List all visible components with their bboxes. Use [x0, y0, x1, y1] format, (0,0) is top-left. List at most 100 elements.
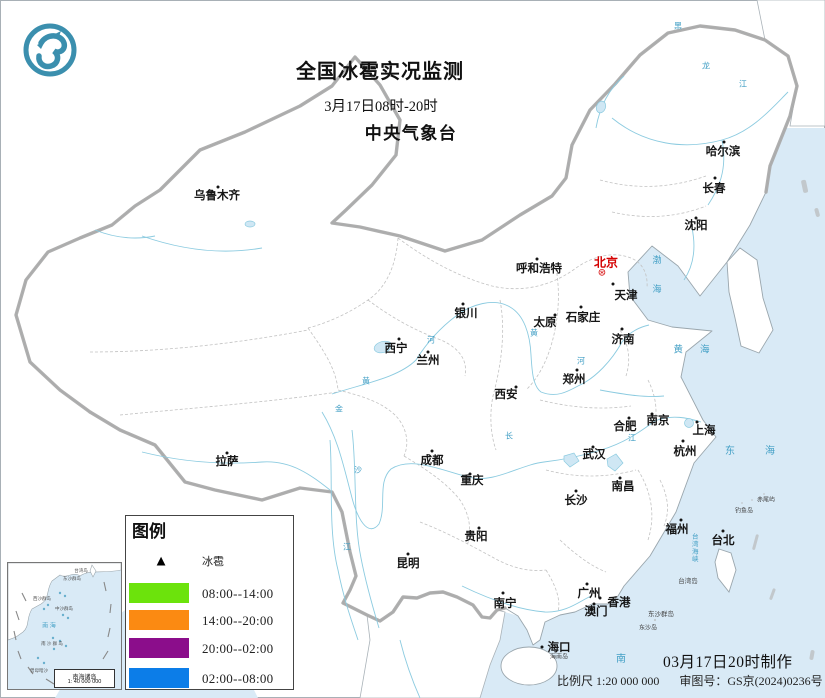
city-label: 拉萨 — [215, 456, 239, 468]
city-dot — [681, 439, 685, 443]
taihu-lake — [684, 418, 694, 428]
city-label: 银川 — [454, 308, 478, 320]
city-dot — [713, 176, 717, 180]
inset-island-label: 中沙群岛 — [55, 606, 73, 611]
inset-island-label: 西沙群岛 — [33, 596, 51, 601]
capital-star-icon: ⊛ — [597, 267, 607, 279]
city-label: 石家庄 — [565, 312, 601, 324]
inset-title: 南海诸岛 — [72, 675, 97, 681]
legend-title: 图例 — [132, 522, 166, 541]
inset-island-label: 台湾岛 — [74, 568, 88, 573]
river-label: 长 — [505, 431, 513, 441]
inset-scale: 1: 40 000 000 — [67, 679, 102, 685]
city-label: 澳门 — [584, 606, 608, 618]
city-dot — [650, 412, 654, 416]
legend-panel: 图例 ▲ 冰雹 08:00--14:00 14:00--20:00 20:00--0… — [125, 515, 294, 690]
city-label: 南宁 — [493, 598, 517, 610]
legend-time-range: 14:00--20:00 — [202, 613, 274, 628]
city-dot — [722, 140, 726, 144]
inset-scale-box: 南海诸岛 1: 40 000 000 — [54, 669, 115, 688]
city-dot — [694, 216, 698, 220]
city-dot — [514, 385, 518, 389]
city-dot — [501, 591, 505, 595]
capital-label: 北京 — [593, 255, 619, 270]
river-label: 河 — [427, 335, 435, 345]
page-title: 全国冰雹实况监测 — [296, 61, 464, 83]
city-label: 兰州 — [416, 355, 440, 367]
creation-time: 03月17日20时制作 — [663, 654, 793, 671]
city-dot — [574, 489, 578, 493]
sea-label: 东海 — [725, 446, 805, 457]
river-label: 江 — [343, 542, 351, 552]
city-dot — [553, 313, 557, 317]
city-dot — [540, 645, 544, 649]
rivers — [94, 75, 789, 698]
city-dot — [679, 518, 683, 522]
city-dot — [627, 416, 631, 420]
city-label: 哈尔滨 — [705, 146, 741, 158]
poyang-lake — [606, 453, 624, 472]
islands — [500, 548, 737, 686]
city-label: 重庆 — [460, 475, 484, 487]
legend-swatch — [129, 668, 189, 688]
island-label: 赤尾屿 — [756, 497, 776, 504]
legend-swatch — [129, 638, 189, 658]
small-islands — [653, 179, 820, 660]
island-label: 东沙群岛 — [648, 611, 674, 618]
taiwan-island — [714, 548, 737, 593]
river-label: 江 — [628, 433, 636, 443]
city-dot — [721, 529, 725, 533]
legend-time-range: 08:00--14:00 — [202, 586, 274, 601]
page-subtitle: 3月17日08时-20时 — [324, 99, 438, 115]
city-label: 合肥 — [613, 421, 637, 433]
city-label: 台北 — [711, 535, 735, 547]
south-china-sea-inset-map: 南海诸岛 1: 40 000 000 台湾岛 东沙群岛 西沙群岛 中沙群岛南 海南 沙… — [7, 562, 122, 690]
city-dot — [430, 449, 434, 453]
city-label: 海口 — [547, 642, 571, 654]
city-label: 天津 — [614, 290, 638, 302]
lakes — [244, 100, 694, 472]
island-label: 台湾岛 — [678, 578, 698, 585]
city-dot — [611, 282, 615, 286]
city-dot — [426, 350, 430, 354]
province-borders — [89, 175, 707, 613]
inset-islands — [36, 591, 70, 665]
city-dot — [592, 602, 596, 606]
city-label: 武汉 — [582, 449, 606, 461]
city-dot — [468, 472, 472, 476]
legend-time-range: 02:00--08:00 — [202, 671, 274, 686]
legend-time-range: 20:00--02:00 — [202, 641, 274, 656]
inset-island-label: 南 海 — [42, 623, 56, 630]
city-label: 贵阳 — [464, 531, 488, 543]
sea-label: 台湾海峡 — [690, 533, 698, 563]
city-label: 西宁 — [384, 343, 408, 355]
sea-label: 渤海 — [651, 255, 662, 313]
city-label: 香港 — [607, 597, 631, 609]
city-label: 上海 — [692, 425, 716, 437]
city-label: 沈阳 — [684, 220, 708, 232]
city-dot — [585, 582, 589, 586]
city-dot — [618, 476, 622, 480]
city-dot — [591, 445, 595, 449]
city-dot — [477, 526, 481, 530]
city-label: 太原 — [533, 317, 557, 329]
approval-number: 审图号：GS京(2024)0236号 — [679, 674, 823, 688]
river-label: 沙 — [354, 465, 362, 475]
sea-label: 黄海 — [673, 345, 727, 356]
city-label: 昆明 — [396, 558, 420, 570]
cma-logo-icon — [23, 23, 77, 77]
city-label: 南昌 — [611, 481, 635, 493]
city-dot — [598, 596, 602, 600]
island-label: 钓鱼岛 — [734, 508, 754, 515]
city-dot — [535, 257, 539, 261]
scale-text: 比例尺 1:20 000 000 — [557, 674, 660, 688]
city-dot — [575, 368, 579, 372]
city-label: 成都 — [420, 455, 444, 467]
sea-label: 南 — [616, 654, 626, 665]
city-label: 广州 — [577, 588, 601, 600]
island-label: 海南岛 — [549, 654, 569, 661]
legend-swatch — [129, 583, 189, 603]
city-dot — [406, 552, 410, 556]
